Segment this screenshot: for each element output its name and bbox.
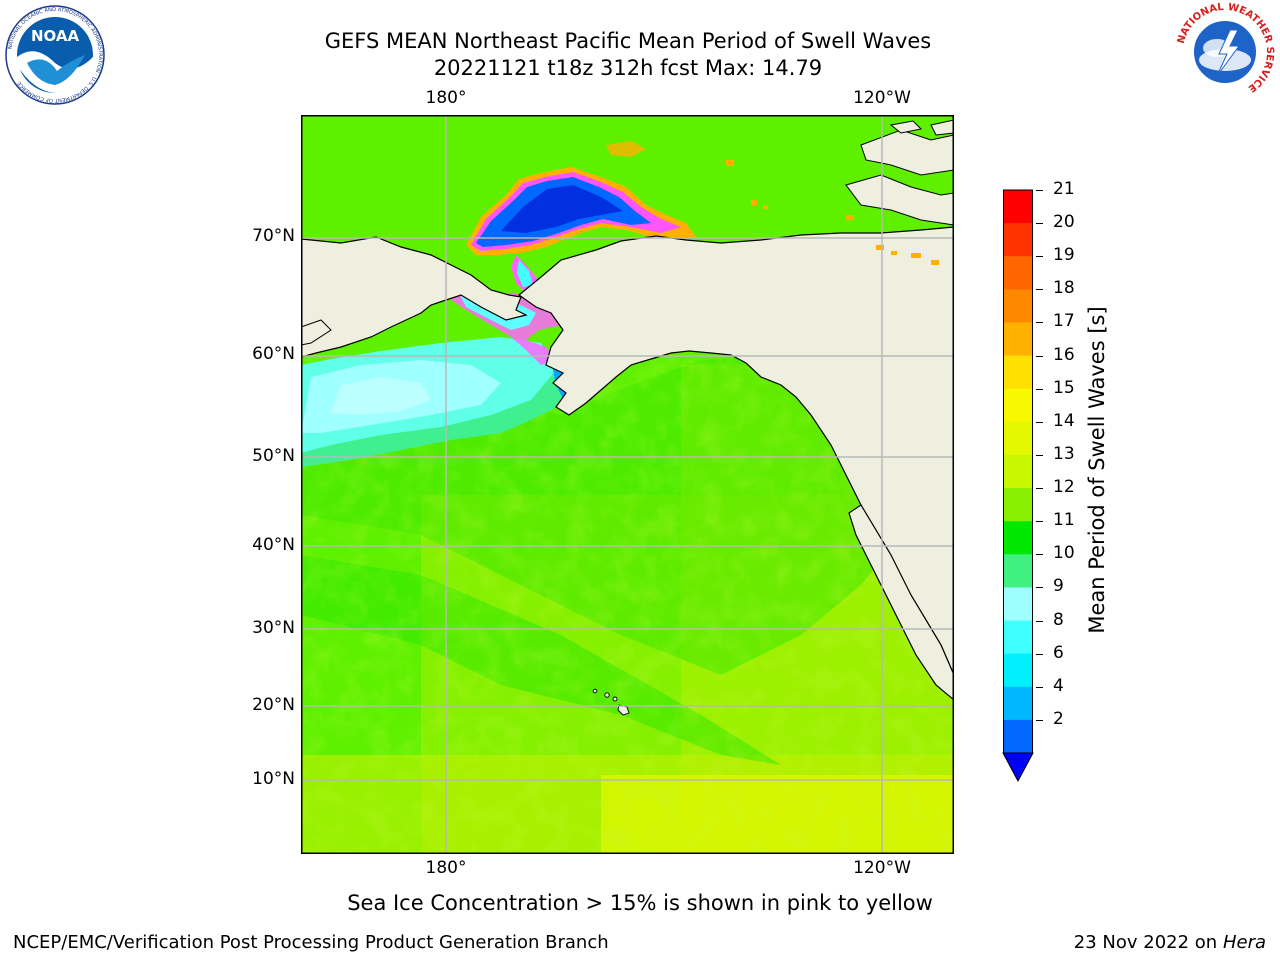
- colorbar-block: [1003, 388, 1033, 423]
- sea-ice-note: Sea Ice Concentration > 15% is shown in …: [347, 891, 933, 915]
- colorbar-tick-label: 14: [1053, 410, 1075, 431]
- colorbar-tick-mark: [1036, 620, 1043, 622]
- nws-logo: NATIONAL WEATHER SERVICE: [1176, 2, 1275, 101]
- lat-label-20n: 20°N: [252, 695, 295, 715]
- colorbar-tick-label: 2: [1053, 708, 1064, 729]
- colorbar-block: [1003, 719, 1033, 754]
- colorbar-tick-mark: [1036, 653, 1043, 655]
- colorbar-block: [1003, 686, 1033, 721]
- colorbar-tick-mark: [1036, 488, 1043, 490]
- colorbar-tick-mark: [1036, 256, 1043, 258]
- colorbar-tick-label: 8: [1053, 609, 1064, 630]
- colorbar-tick-label: 21: [1053, 179, 1075, 199]
- colorbar-tick-label: 9: [1053, 576, 1064, 597]
- noaa-logo: NATIONAL OCEANIC AND ATMOSPHERIC ADMINIS…: [5, 5, 105, 105]
- colorbar-tick-mark: [1036, 686, 1043, 688]
- colorbar-tick-label: 6: [1053, 642, 1064, 663]
- colorbar-tick-label: 13: [1053, 443, 1075, 464]
- map-subtitle: 20221121 t18z 312h fcst Max: 14.79: [433, 56, 823, 80]
- lat-label-70n: 70°N: [252, 226, 295, 246]
- colorbar-block: [1003, 190, 1033, 224]
- colorbar-block: [1003, 454, 1033, 489]
- colorbar-tick-label: 19: [1053, 245, 1075, 266]
- lat-label-60n: 60°N: [252, 344, 295, 364]
- colorbar-block: [1003, 620, 1033, 655]
- colorbar-block: [1003, 521, 1033, 555]
- colorbar-tick-mark: [1036, 554, 1043, 556]
- lon-label-top-120w: 120°W: [853, 88, 911, 108]
- colorbar-tick-label: 4: [1053, 675, 1064, 696]
- colorbar-tick-mark: [1036, 223, 1043, 225]
- colorbar-block: [1003, 421, 1033, 456]
- colorbar-block: [1003, 289, 1033, 323]
- noaa-logo-text: NOAA: [31, 27, 80, 45]
- land-west-coast: [848, 504, 954, 701]
- colorbar: [1002, 189, 1034, 783]
- colorbar-block: [1003, 256, 1033, 290]
- colorbar-tick-label: 20: [1053, 212, 1075, 233]
- colorbar-tick-mark: [1036, 587, 1043, 589]
- colorbar-tick-mark: [1036, 719, 1043, 721]
- colorbar-tick-mark: [1036, 355, 1043, 357]
- run-date: 23 Nov 2022 on: [1073, 932, 1218, 953]
- lon-label-top-180: 180°: [425, 88, 467, 108]
- colorbar-tick-mark: [1036, 521, 1043, 523]
- colorbar-tick-mark: [1036, 289, 1043, 291]
- colorbar-tick-mark: [1036, 388, 1043, 390]
- land-alaska-canada: [518, 226, 954, 676]
- colorbar-block: [1003, 223, 1033, 257]
- colorbar-block: [1003, 587, 1033, 622]
- colorbar-label: Mean Period of Swell Waves [s]: [1085, 306, 1109, 634]
- lat-label-10n: 10°N: [252, 769, 295, 789]
- colorbar-tick-mark: [1036, 421, 1043, 423]
- colorbar-block: [1003, 488, 1033, 522]
- lat-label-40n: 40°N: [252, 535, 295, 555]
- host-name: Hera: [1222, 932, 1266, 953]
- date-line: 23 Nov 2022 on Hera: [1074, 932, 1266, 953]
- credit-line: NCEP/EMC/Verification Post Processing Pr…: [13, 932, 609, 953]
- colorbar-tick-label: 17: [1053, 311, 1075, 332]
- colorbar-block: [1003, 322, 1033, 357]
- colorbar-tick-mark: [1036, 322, 1043, 324]
- lat-label-30n: 30°N: [252, 618, 295, 638]
- colorbar-tick-label: 11: [1053, 510, 1075, 531]
- colorbar-tick-label: 15: [1053, 377, 1075, 398]
- colorbar-tick-label: 12: [1053, 477, 1075, 498]
- lat-lon-grid: [301, 115, 954, 854]
- colorbar-block: [1003, 554, 1033, 588]
- colorbar-tick-label: 16: [1053, 344, 1075, 365]
- colorbar-tick-label: 10: [1053, 543, 1075, 564]
- map-frame: [301, 115, 954, 854]
- map-title: GEFS MEAN Northeast Pacific Mean Period …: [324, 29, 932, 53]
- land-chukotka: [301, 236, 528, 358]
- colorbar-block: [1003, 653, 1033, 688]
- colorbar-tick-label: 18: [1053, 278, 1075, 299]
- colorbar-block: [1003, 355, 1033, 390]
- colorbar-tick-mark: [1036, 454, 1043, 456]
- lon-label-bottom-120w: 120°W: [853, 858, 911, 878]
- lat-label-50n: 50°N: [252, 446, 295, 466]
- lon-label-bottom-180: 180°: [425, 858, 467, 878]
- swell-period-map[interactable]: [301, 115, 954, 854]
- colorbar-tick-mark: [1036, 190, 1043, 191]
